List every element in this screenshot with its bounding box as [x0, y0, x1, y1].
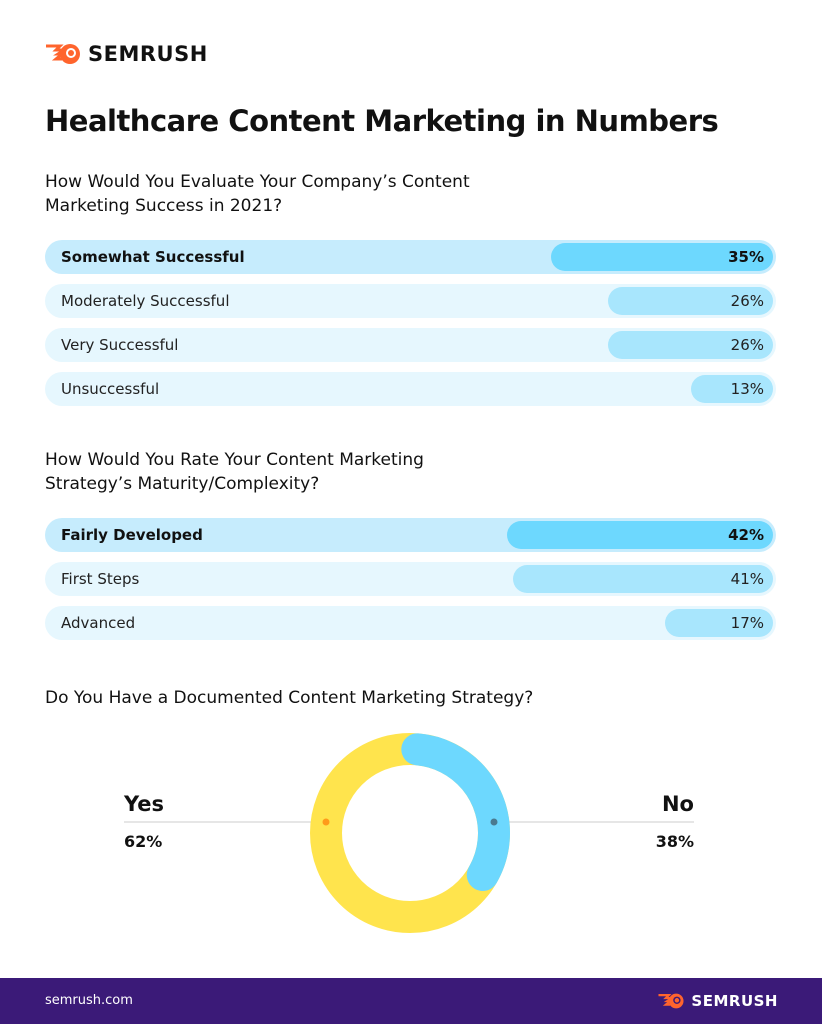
bar-value: 35%: [728, 248, 764, 266]
site-link[interactable]: semrush.com: [45, 993, 133, 1008]
yes-value: 62%: [124, 832, 163, 851]
page-title: Healthcare Content Marketing in Numbers: [45, 104, 719, 138]
question-1: How Would You Evaluate Your Company’s Co…: [45, 172, 470, 216]
bar-value: 26%: [730, 336, 764, 354]
bar-row: Advanced 17%: [45, 606, 776, 640]
bar-value: 17%: [730, 614, 764, 632]
question-2: How Would You Rate Your Content Marketin…: [45, 450, 424, 494]
bar-fill: [551, 243, 773, 271]
brand-name: SEMRUSH: [88, 42, 208, 66]
question-3: Do You Have a Documented Content Marketi…: [45, 688, 534, 708]
bar-label: Somewhat Successful: [61, 248, 245, 266]
bar-row: Very Successful 26%: [45, 328, 776, 362]
bar-value: 41%: [730, 570, 764, 588]
bar-fill: [690, 375, 773, 403]
no-label: No: [661, 792, 694, 816]
bar-value: 13%: [730, 380, 764, 398]
bar-row: Moderately Successful 26%: [45, 284, 776, 318]
bar-label: Very Successful: [61, 336, 179, 354]
bar-fill: [506, 521, 773, 549]
documented-strategy-donut: Yes 62% No 38%: [0, 720, 822, 950]
semrush-flame-icon: [46, 44, 80, 64]
bar-row: First Steps 41%: [45, 562, 776, 596]
bar-fill: [665, 609, 773, 637]
no-marker: [490, 818, 498, 826]
bar-label: Unsuccessful: [61, 380, 160, 398]
bar-fill: [513, 565, 773, 593]
bar-row: Somewhat Successful 35%: [45, 240, 776, 274]
yes-label: Yes: [124, 792, 165, 816]
bar-label: Fairly Developed: [61, 526, 203, 544]
semrush-logo-footer: SEMRUSH: [657, 992, 778, 1010]
semrush-flame-icon: [658, 993, 684, 1009]
brand-name: SEMRUSH: [691, 992, 778, 1010]
bar-label: Moderately Successful: [61, 292, 230, 310]
bar-fill: [608, 331, 773, 359]
bar-value: 42%: [728, 526, 764, 544]
semrush-logo: SEMRUSH: [44, 42, 208, 66]
bar-row: Fairly Developed 42%: [45, 518, 776, 552]
yes-marker: [322, 818, 330, 826]
no-value: 38%: [655, 832, 694, 851]
bar-fill: [608, 287, 773, 315]
bar-value: 26%: [730, 292, 764, 310]
bar-label: First Steps: [61, 570, 140, 588]
bar-row: Unsuccessful 13%: [45, 372, 776, 406]
maturity-bar-chart: Fairly Developed 42% First Steps 41% Adv…: [45, 518, 776, 650]
success-bar-chart: Somewhat Successful 35% Moderately Succe…: [45, 240, 776, 416]
footer: semrush.com SEMRUSH: [0, 978, 822, 1024]
bar-label: Advanced: [61, 614, 136, 632]
donut-slice-no: [310, 733, 510, 933]
